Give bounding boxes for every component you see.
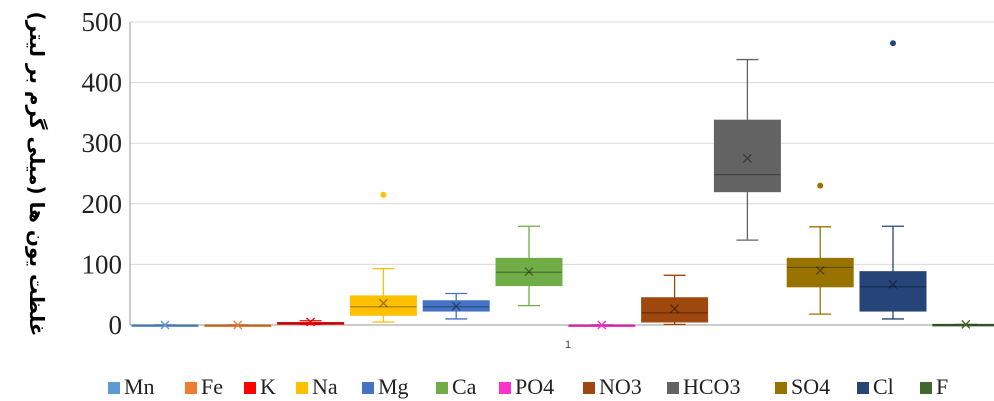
- iqr-box-na: [349, 295, 417, 316]
- legend-swatch-mn: [108, 382, 120, 394]
- legend-swatch-k: [244, 382, 256, 394]
- mean-marker-fe: [233, 320, 243, 330]
- outlier-cl-0: [890, 40, 896, 47]
- legend-label-f: F: [936, 374, 948, 399]
- legend-swatch-no3: [583, 382, 595, 394]
- box-cl: [859, 40, 927, 320]
- y-tick-label-0: 0: [109, 310, 123, 340]
- mean-marker-no3: [670, 304, 680, 314]
- legend-swatch-f: [920, 382, 932, 394]
- y-tick-label-200: 200: [82, 189, 123, 219]
- gridlines: [130, 21, 994, 265]
- legend-swatch-mg: [362, 382, 374, 394]
- legend-label-na: Na: [312, 374, 338, 399]
- legend-label-no3: NO3: [599, 374, 642, 399]
- iqr-box-ca: [495, 257, 563, 287]
- legend-swatch-fe: [185, 382, 197, 394]
- box-po4: [568, 320, 636, 330]
- y-axis: 0 100 200 300 400 500: [82, 7, 131, 340]
- box-hco3: [713, 58, 781, 241]
- mean-marker-po4: [597, 320, 607, 330]
- mean-marker-cl: [888, 279, 898, 289]
- boxes: [131, 40, 994, 330]
- box-k: [277, 317, 345, 327]
- legend-swatch-ca: [436, 382, 448, 394]
- y-tick-label-400: 400: [82, 68, 123, 98]
- iqr-box-so4: [786, 257, 854, 288]
- legend-label-hco3: HCO3: [683, 374, 740, 399]
- iqr-box-hco3: [713, 119, 781, 193]
- mean-marker-mg: [451, 301, 461, 311]
- mean-marker-na: [378, 298, 388, 308]
- box-fe: [204, 320, 272, 330]
- box-mg: [422, 292, 490, 320]
- legend-swatch-so4: [775, 382, 787, 394]
- legend-label-so4: SO4: [791, 374, 830, 399]
- box-f: [932, 319, 994, 329]
- box-no3: [641, 274, 709, 326]
- mean-marker-f: [961, 319, 971, 329]
- legend: Mn Fe K Na Mg Ca PO4 NO3 HCO3 SO4 Cl F: [108, 374, 948, 399]
- box-so4: [786, 182, 854, 315]
- legend-label-cl: Cl: [873, 374, 894, 399]
- iqr-box-no3: [641, 297, 709, 323]
- mean-marker-so4: [815, 265, 825, 275]
- y-tick-label-300: 300: [82, 128, 123, 158]
- legend-swatch-hco3: [667, 382, 679, 394]
- legend-label-k: K: [260, 374, 276, 399]
- legend-label-mn: Mn: [124, 374, 155, 399]
- mean-marker-hco3: [742, 153, 752, 163]
- outlier-so4-0: [817, 182, 824, 189]
- legend-label-fe: Fe: [201, 374, 223, 399]
- category-label: 1: [565, 339, 571, 351]
- legend-label-ca: Ca: [452, 374, 477, 399]
- mean-marker-k: [306, 317, 316, 327]
- legend-swatch-cl: [857, 382, 869, 394]
- box-mn: [131, 320, 199, 330]
- iqr-box-cl: [859, 271, 927, 312]
- y-tick-label-500: 500: [82, 7, 123, 37]
- legend-swatch-na: [296, 382, 308, 394]
- y-tick-label-100: 100: [82, 249, 123, 279]
- legend-label-po4: PO4: [515, 374, 554, 399]
- outlier-na-0: [380, 191, 387, 198]
- box-ca: [495, 225, 563, 307]
- legend-label-mg: Mg: [378, 374, 409, 399]
- mean-marker-mn: [160, 320, 170, 330]
- mean-marker-ca: [524, 267, 534, 277]
- legend-swatch-po4: [499, 382, 511, 394]
- y-axis-title: غلظت یون ها (میلی گرم بر لیتر): [25, 12, 49, 337]
- iqr-box-mg: [422, 300, 490, 312]
- box-na: [349, 191, 417, 323]
